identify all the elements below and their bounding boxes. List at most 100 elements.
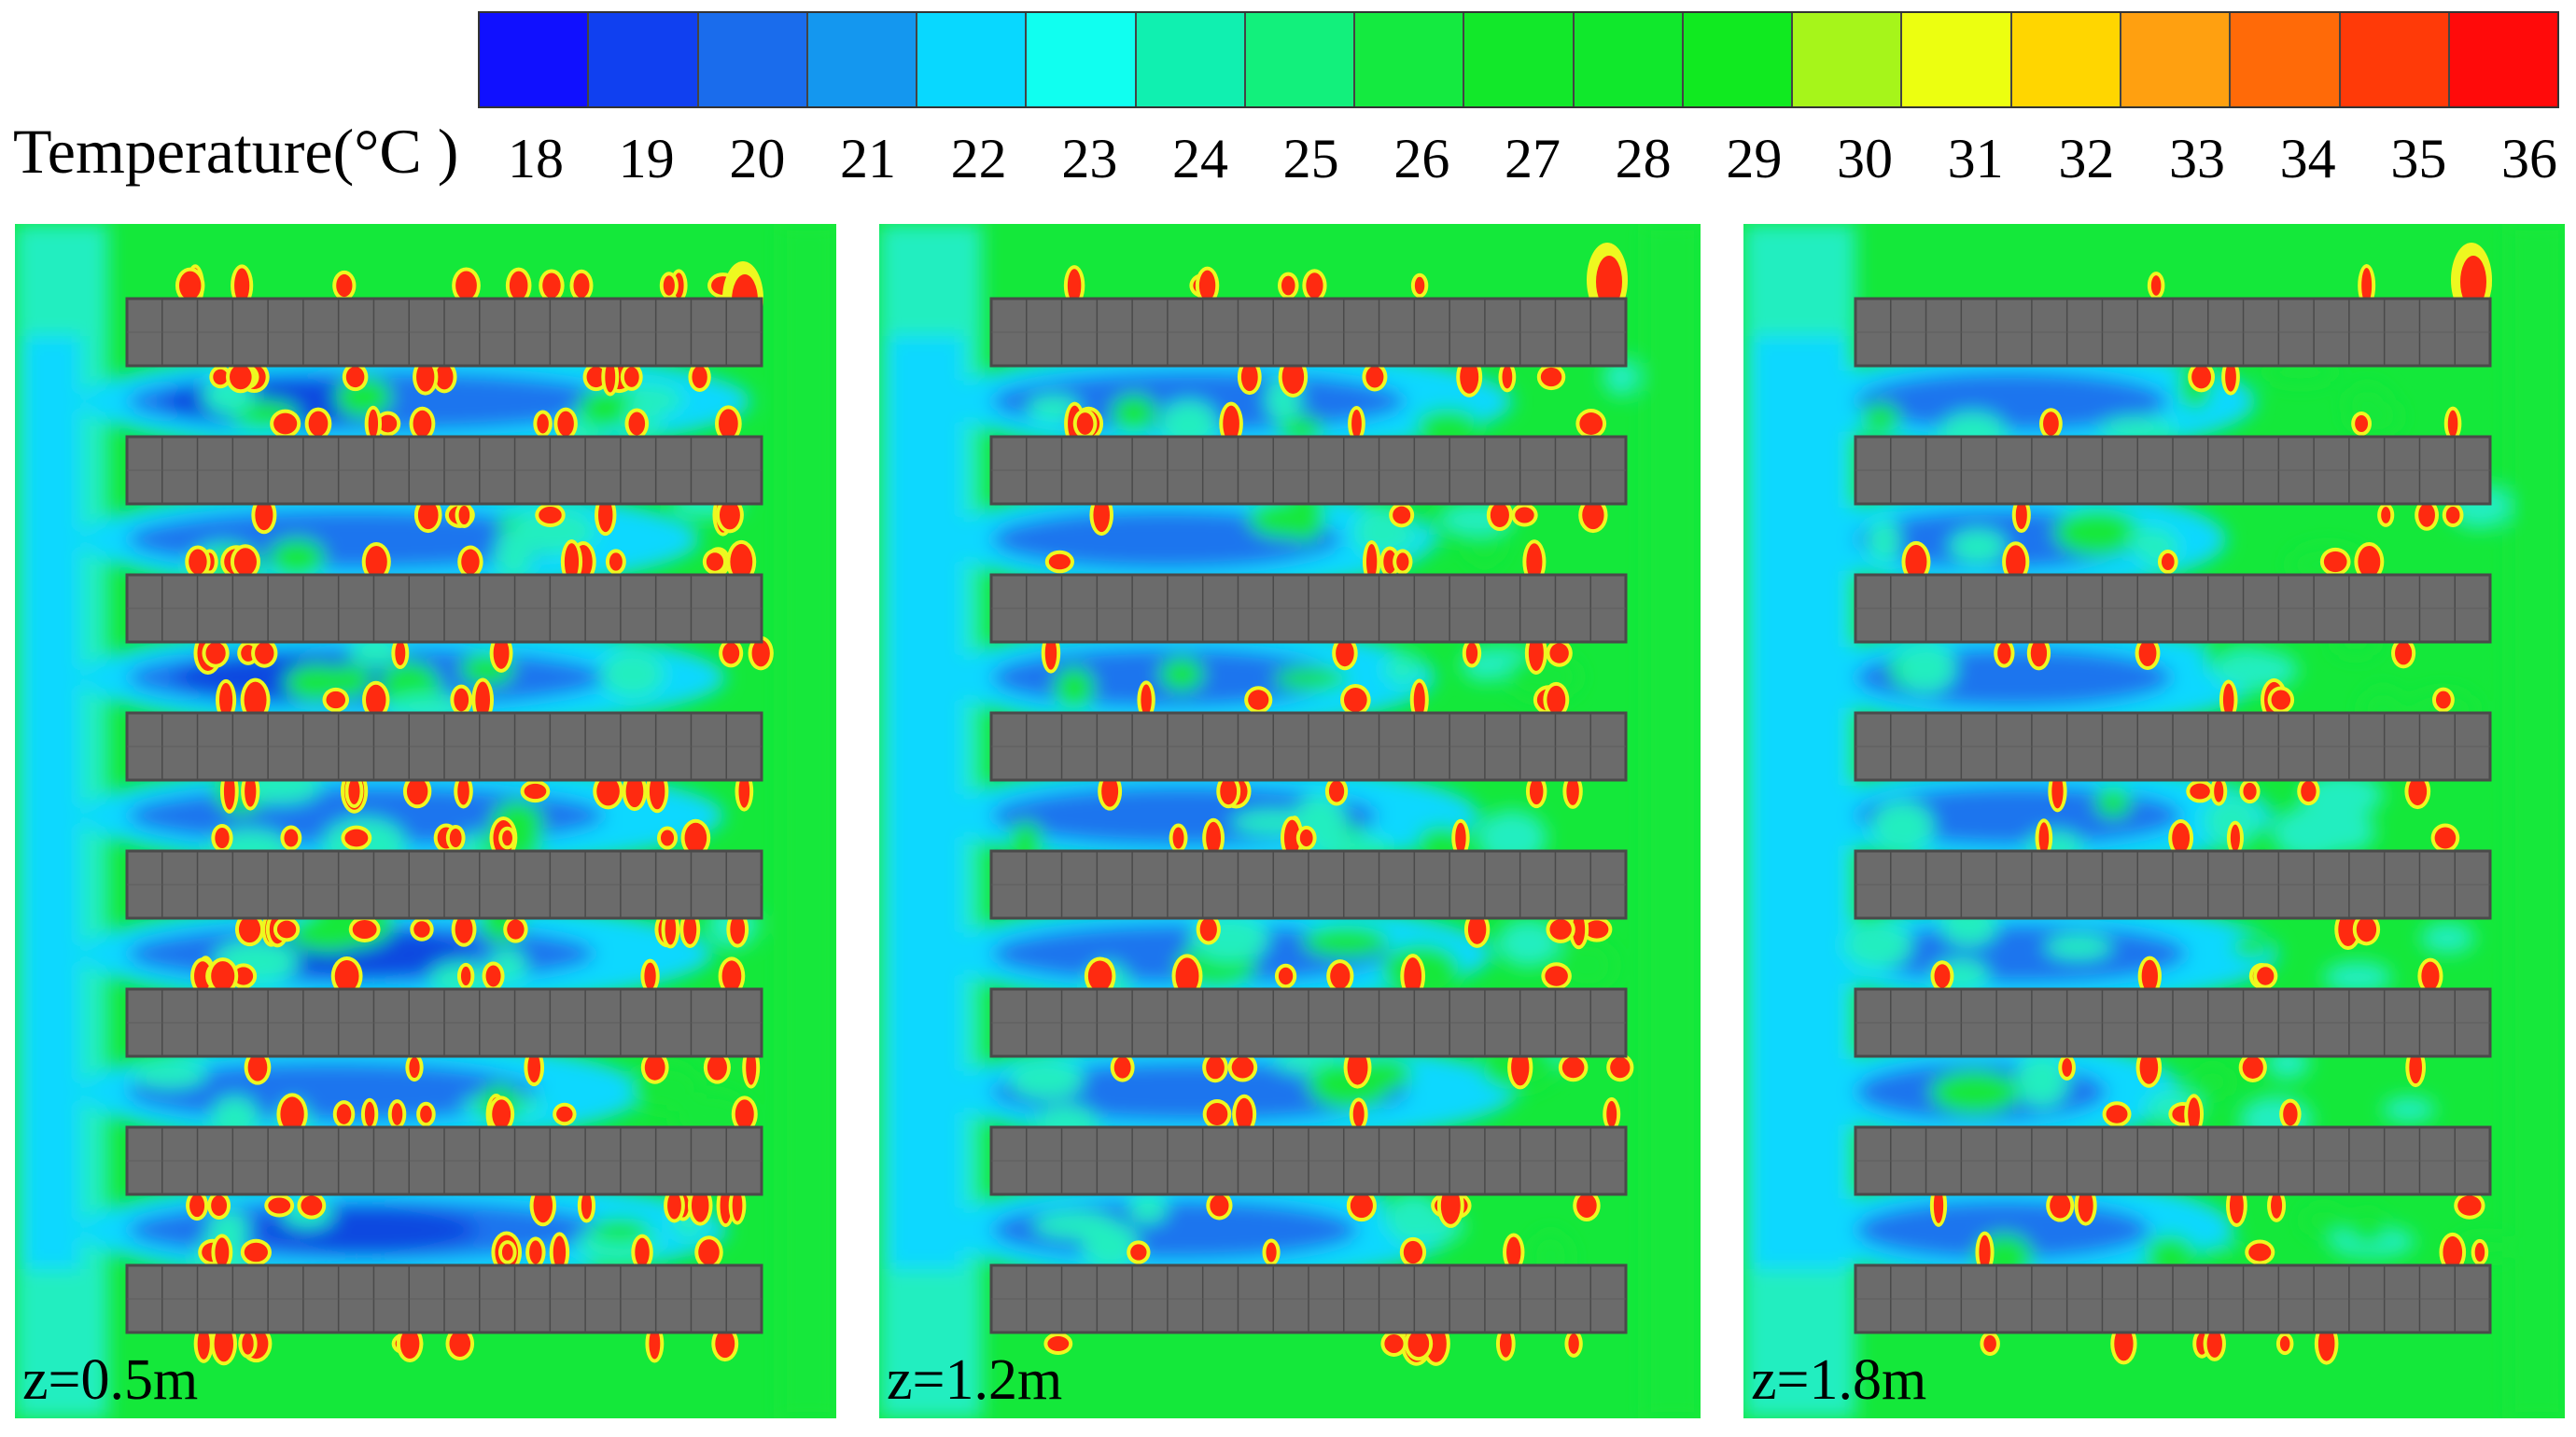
hot-spot	[628, 412, 646, 436]
color-swatch	[807, 13, 918, 106]
hot-spot	[1610, 1056, 1631, 1079]
hot-spot	[1499, 1330, 1512, 1358]
hot-spot	[2434, 827, 2457, 849]
hot-spot	[455, 271, 477, 300]
mixed-zone	[1930, 1070, 2020, 1115]
hot-spot	[509, 271, 528, 300]
mixed-zone	[1496, 918, 1561, 968]
hot-spot	[735, 1099, 754, 1129]
hot-spot	[660, 830, 675, 846]
hot-spot	[1365, 366, 1384, 388]
hot-spot	[1549, 643, 1569, 663]
scale-tick-label: 34	[2279, 128, 2336, 189]
hot-spot	[205, 642, 226, 664]
hot-spot	[698, 1239, 720, 1265]
hot-spot	[573, 272, 590, 299]
hot-spot	[280, 1096, 304, 1132]
mixed-zone	[2420, 922, 2475, 954]
mixed-zone	[600, 648, 665, 700]
hot-spot	[1511, 1049, 1530, 1086]
scale-tick-label: 27	[1505, 128, 1561, 189]
buildings	[1854, 297, 2492, 1334]
hot-spot	[721, 960, 742, 992]
hot-spot	[238, 915, 261, 943]
hot-spot	[1048, 553, 1071, 570]
hot-spot	[2138, 639, 2157, 667]
hot-spot	[1172, 827, 1184, 849]
scale-tick-label: 23	[1061, 128, 1118, 189]
hot-spot	[502, 830, 512, 846]
hot-spot	[1352, 1101, 1365, 1127]
color-swatch	[1683, 13, 1794, 106]
hot-spot	[539, 506, 562, 524]
warm-zone	[1645, 224, 1701, 1418]
hot-spot	[524, 783, 547, 800]
scale-tick-label: 18	[508, 128, 564, 189]
mixed-zone	[2198, 1244, 2252, 1268]
hot-spot	[1281, 360, 1305, 394]
hot-spot	[1568, 1333, 1579, 1354]
cold-zone	[1855, 371, 2168, 431]
mixed-zone	[1385, 1193, 1442, 1246]
scale-tick-label: 30	[1837, 128, 1893, 189]
hot-spot	[2078, 1189, 2093, 1222]
hot-spot	[2222, 683, 2234, 717]
hot-spot	[2279, 1335, 2290, 1352]
mixed-zone	[1127, 1193, 1169, 1224]
cool-zone	[889, 336, 963, 1269]
hot-spot	[215, 1237, 230, 1267]
hot-spot	[625, 774, 644, 808]
hot-spot	[1336, 639, 1354, 667]
hot-spot	[553, 1235, 567, 1269]
hot-spot	[1506, 1236, 1521, 1268]
hot-spot	[644, 962, 656, 990]
scale-tick-label: 33	[2169, 128, 2225, 189]
temperature-contour-map	[1743, 224, 2565, 1418]
hot-spot	[234, 268, 250, 303]
hot-spot	[2114, 1326, 2134, 1361]
hot-spot	[461, 549, 480, 575]
mixed-zone	[1842, 920, 1912, 970]
hot-spot	[2418, 503, 2435, 527]
hot-spot	[1240, 362, 1258, 392]
hot-spot	[449, 828, 462, 848]
hot-spot	[1351, 410, 1362, 438]
color-swatch	[2011, 13, 2121, 106]
hot-spot	[1502, 365, 1513, 389]
hot-spot	[529, 1240, 542, 1264]
hot-spot	[276, 920, 297, 939]
hot-spot	[233, 967, 254, 985]
hot-spot	[2323, 551, 2347, 573]
hot-spot	[1407, 1330, 1430, 1358]
warm-zone	[780, 224, 836, 1418]
hot-spot	[1526, 543, 1543, 580]
hot-spot	[2050, 1193, 2071, 1219]
mixed-zone	[1054, 666, 1095, 710]
hot-spot	[1465, 642, 1478, 664]
hot-spot	[1093, 497, 1110, 533]
hot-spot	[1281, 275, 1295, 296]
scale-tick-label: 21	[840, 128, 896, 189]
hot-spot	[1440, 1187, 1461, 1224]
hot-spot	[2191, 365, 2212, 389]
buildings	[989, 297, 1628, 1334]
hot-spot	[409, 1056, 420, 1079]
hot-spot	[336, 273, 353, 298]
hot-spot	[1350, 1193, 1373, 1219]
hot-spot	[501, 1244, 513, 1261]
mixed-zone	[1897, 642, 1956, 694]
hot-spot	[1979, 1235, 1991, 1270]
hot-spot	[211, 961, 235, 991]
hot-spot	[413, 410, 432, 438]
hot-spot	[493, 637, 510, 669]
hot-spot	[1220, 777, 1238, 805]
hot-spot	[301, 1195, 323, 1216]
hot-spot	[1067, 269, 1082, 302]
hot-spot	[454, 688, 469, 712]
hot-spot	[2248, 1243, 2272, 1262]
hot-spot	[564, 543, 580, 580]
hot-spot	[746, 1050, 757, 1085]
color-scale-bar	[478, 11, 2559, 108]
hot-spot	[665, 914, 677, 945]
hot-spot	[1585, 920, 1609, 939]
